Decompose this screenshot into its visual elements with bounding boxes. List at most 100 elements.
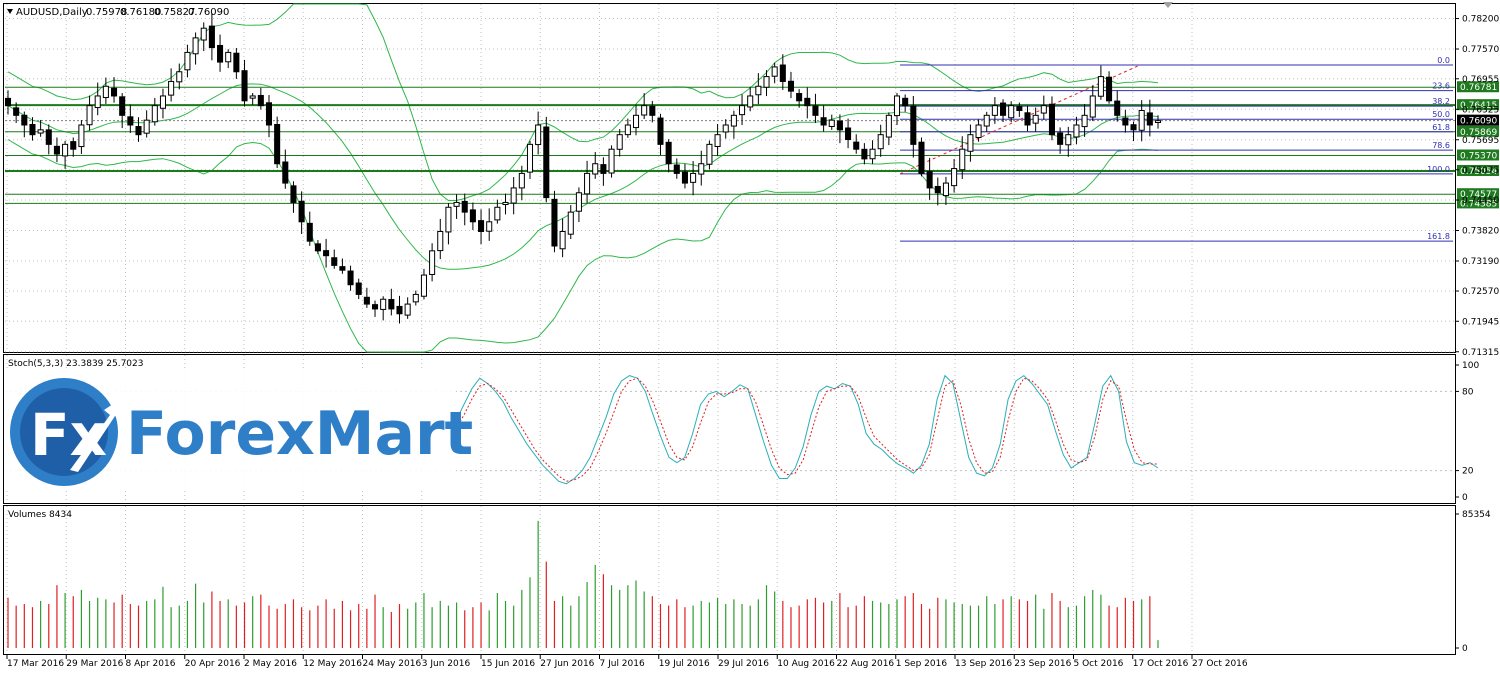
- candle-bull: [616, 134, 623, 150]
- candle-bear: [1048, 103, 1055, 136]
- price-tick-label: 0.71315: [1462, 348, 1499, 358]
- time-tick-label: 1 Sep 2016: [896, 659, 948, 669]
- candle-bear: [306, 222, 313, 242]
- candle-bear: [665, 141, 672, 165]
- candle-bull: [951, 168, 958, 187]
- candle-bull: [869, 148, 876, 160]
- candle-bull: [380, 298, 387, 310]
- time-tick-label: 13 Sep 2016: [955, 659, 1012, 669]
- price-tick-label: 0.75075: [1462, 166, 1499, 176]
- candle-bull: [225, 51, 232, 63]
- candle-bear: [274, 123, 281, 165]
- candle-bull: [706, 143, 713, 165]
- time-tick-label: 17 Oct 2016: [1133, 659, 1189, 669]
- candle-bear: [4, 97, 12, 107]
- candle-bear: [135, 126, 142, 136]
- candle-bear: [543, 126, 550, 199]
- stoch-axis: 100 80 20 0: [1455, 361, 1479, 503]
- candle-bull: [486, 221, 493, 232]
- candle-bear: [1057, 132, 1064, 145]
- candle-bull: [608, 148, 615, 174]
- chart-header-high: 0.76180: [120, 7, 161, 18]
- collapse-triangle-icon[interactable]: [7, 9, 13, 14]
- candle-bear: [1024, 112, 1031, 126]
- stoch-tick-label: 0: [1462, 493, 1468, 503]
- candle-bear: [820, 117, 827, 126]
- fib-anchor-trendline: [899, 64, 1141, 175]
- candle-bull: [632, 114, 640, 129]
- price-tick-label: 0.78200: [1462, 15, 1499, 25]
- candle-bear: [551, 198, 558, 247]
- candle-bear: [657, 117, 664, 145]
- candle-bull: [722, 124, 729, 133]
- candle-bull: [62, 143, 69, 157]
- candle-bull: [453, 201, 460, 207]
- level-label: 0.75869: [1460, 128, 1497, 138]
- stochastic-lines: [455, 374, 1159, 485]
- candle-bear: [926, 170, 933, 189]
- candle-bull: [249, 95, 256, 99]
- candle-bear: [804, 97, 811, 107]
- candle-bear: [290, 185, 297, 203]
- candle-bear: [111, 87, 118, 97]
- bollinger-lower: [7, 139, 1159, 353]
- logo-mark: Fx: [30, 401, 107, 469]
- candle-bear: [861, 148, 868, 160]
- scroll-shift-marker-icon[interactable]: [1163, 2, 1173, 8]
- candle-bull: [151, 105, 158, 123]
- candle-bull: [567, 211, 574, 235]
- stoch-main-line: [455, 374, 1159, 485]
- candle-bear: [355, 282, 362, 295]
- candle-bear: [934, 185, 941, 194]
- level-label: 0.75054: [1460, 167, 1497, 177]
- current-price-bg: [1457, 114, 1499, 126]
- candle-bear: [787, 80, 795, 92]
- candle-bear: [265, 102, 273, 126]
- level-label: 0.75370: [1460, 151, 1497, 161]
- candle-bull: [78, 124, 85, 148]
- time-tick-label: 22 Aug 2016: [837, 659, 895, 669]
- candle-bear: [469, 209, 476, 223]
- candle-bull: [1154, 120, 1162, 124]
- time-tick-label: 23 Sep 2016: [1014, 659, 1071, 669]
- candle-bear: [282, 161, 289, 184]
- fib-level-label: 0.0: [1437, 56, 1450, 65]
- candle-bear: [127, 116, 134, 126]
- bollinger-upper: [7, 3, 1159, 201]
- candle-bull: [518, 172, 525, 189]
- candle-bull: [510, 187, 517, 204]
- price-grid: [5, 4, 1455, 353]
- candle-bear: [1130, 124, 1137, 131]
- chart-header-symbol: AUDUSD,Daily: [16, 7, 88, 18]
- candle-bull: [877, 134, 884, 150]
- level-label-bg: [1457, 81, 1499, 93]
- candle-bull: [942, 182, 949, 197]
- candle-bear: [45, 129, 52, 145]
- candle-bull: [991, 105, 998, 116]
- candle-bear: [649, 105, 656, 116]
- time-tick-label: 3 Jun 2016: [422, 659, 471, 669]
- time-tick-label: 15 Jun 2016: [481, 659, 535, 669]
- candle-bull: [37, 129, 44, 134]
- candle-bear: [29, 123, 36, 136]
- volume-grid: [6, 506, 1193, 654]
- time-axis: 17 Mar 2016 29 Mar 2016 8 Apr 2016 20 Apr 2…: [6, 655, 1248, 669]
- time-tick-label: 29 Mar 2016: [66, 659, 123, 669]
- price-tick-label: 0.72570: [1462, 287, 1499, 297]
- chart-header-low: 0.75827: [154, 7, 195, 18]
- time-tick-label: 17 Mar 2016: [7, 659, 64, 669]
- time-tick-label: 19 Jul 2016: [659, 659, 710, 669]
- candle-bear: [388, 299, 395, 310]
- level-label: 0.74577: [1460, 190, 1497, 200]
- fib-level-label: 161.8: [1427, 232, 1450, 241]
- price-tick-label: 0.76325: [1462, 105, 1499, 115]
- volume-header: Volumes 8434: [8, 510, 72, 520]
- time-tick-label: 10 Aug 2016: [777, 659, 835, 669]
- candle-bull: [575, 192, 582, 212]
- candle-bull: [641, 105, 648, 116]
- candle-bull: [1008, 105, 1015, 119]
- volume-tick-label: 0: [1462, 644, 1468, 654]
- stoch-signal-line: [455, 377, 1158, 482]
- candle-bear: [1106, 76, 1113, 102]
- stoch-pane-frame: [3, 354, 1456, 504]
